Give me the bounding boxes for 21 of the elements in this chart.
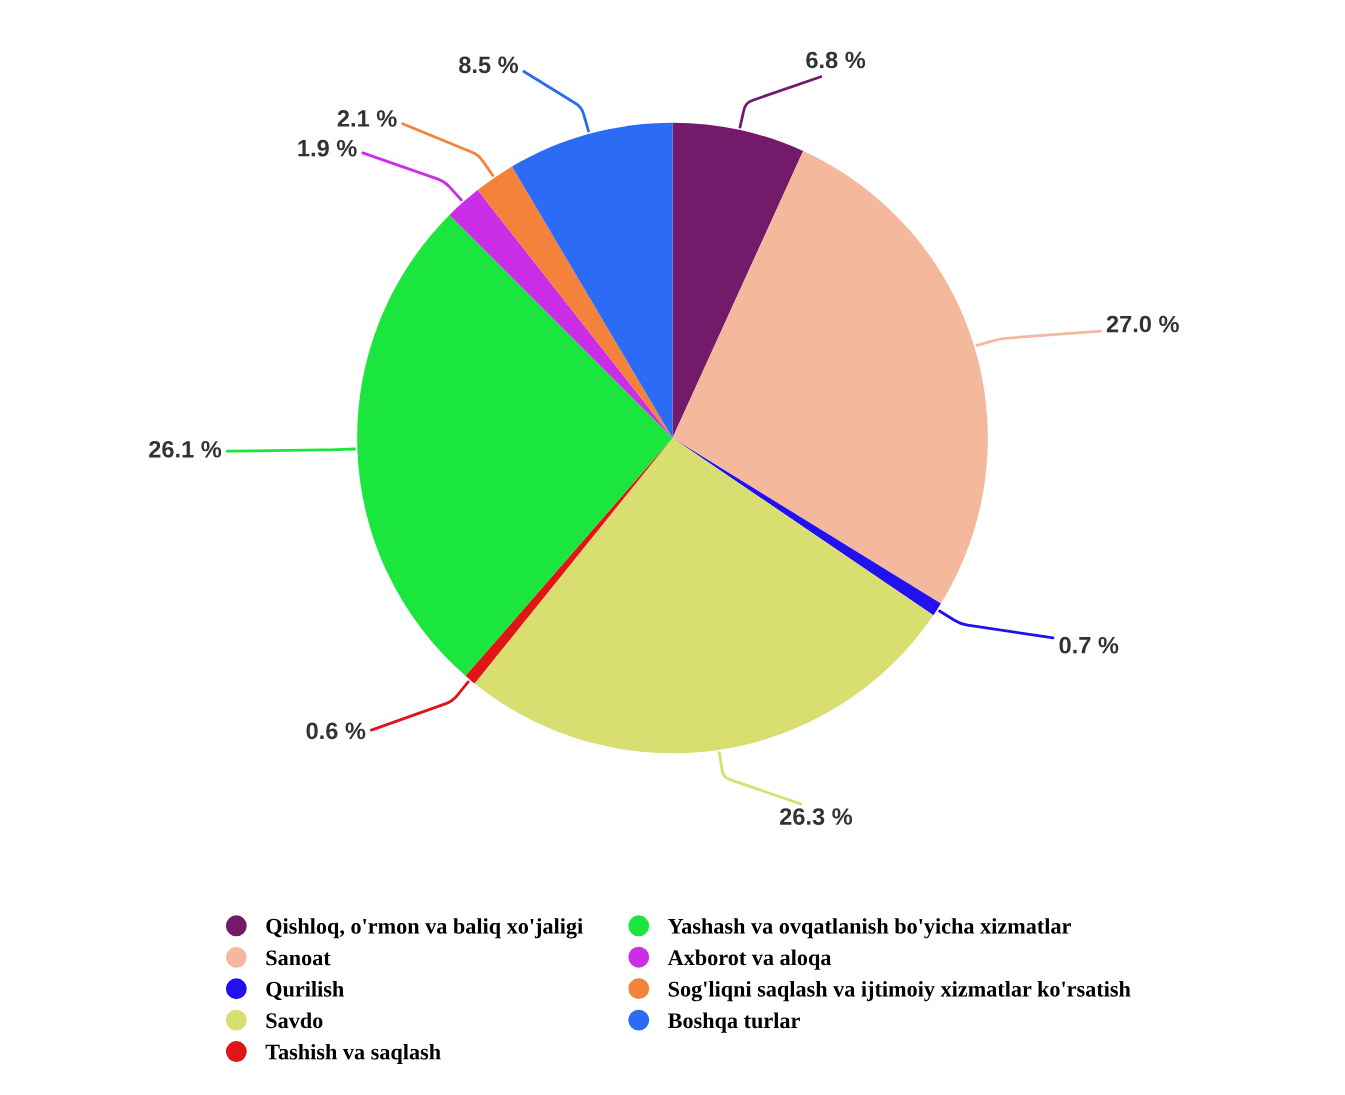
data-label: 26.1 %	[149, 440, 222, 458]
data-label: 1.9 %	[298, 139, 357, 157]
legend-label: Sanoat	[266, 950, 331, 966]
legend-label: Boshqa turlar	[668, 1012, 800, 1033]
data-label: 27.0 %	[1106, 315, 1179, 333]
pie-slice	[449, 190, 673, 438]
data-label: 6.8 %	[806, 51, 866, 69]
legend-label: Qurilish	[266, 981, 344, 1001]
legend-label: Tashish va saqlash	[265, 1043, 441, 1065]
legend-label: Yashash va ovqatlanish bo'yicha xizmatlar	[668, 918, 1071, 939]
data-label: 0.6 %	[306, 722, 366, 740]
pie-slice	[465, 438, 673, 684]
legend-label: Sog'liqni saqlash va ijtimoiy xizmatlar ko'rsatish	[668, 980, 1131, 1002]
data-label: 8.5 %	[459, 56, 519, 74]
data-label: 26.3 %	[780, 808, 853, 825]
data-label: 0.7 %	[1059, 636, 1119, 654]
data-label: 2.1 %	[337, 110, 397, 127]
legend-label: Savdo	[266, 1012, 323, 1029]
legend-label: Axborot va aloqa	[667, 949, 832, 970]
legend-label: Qishloq, o'rmon va baliq xo'jaligi	[266, 918, 583, 939]
pie-slice	[672, 122, 804, 438]
